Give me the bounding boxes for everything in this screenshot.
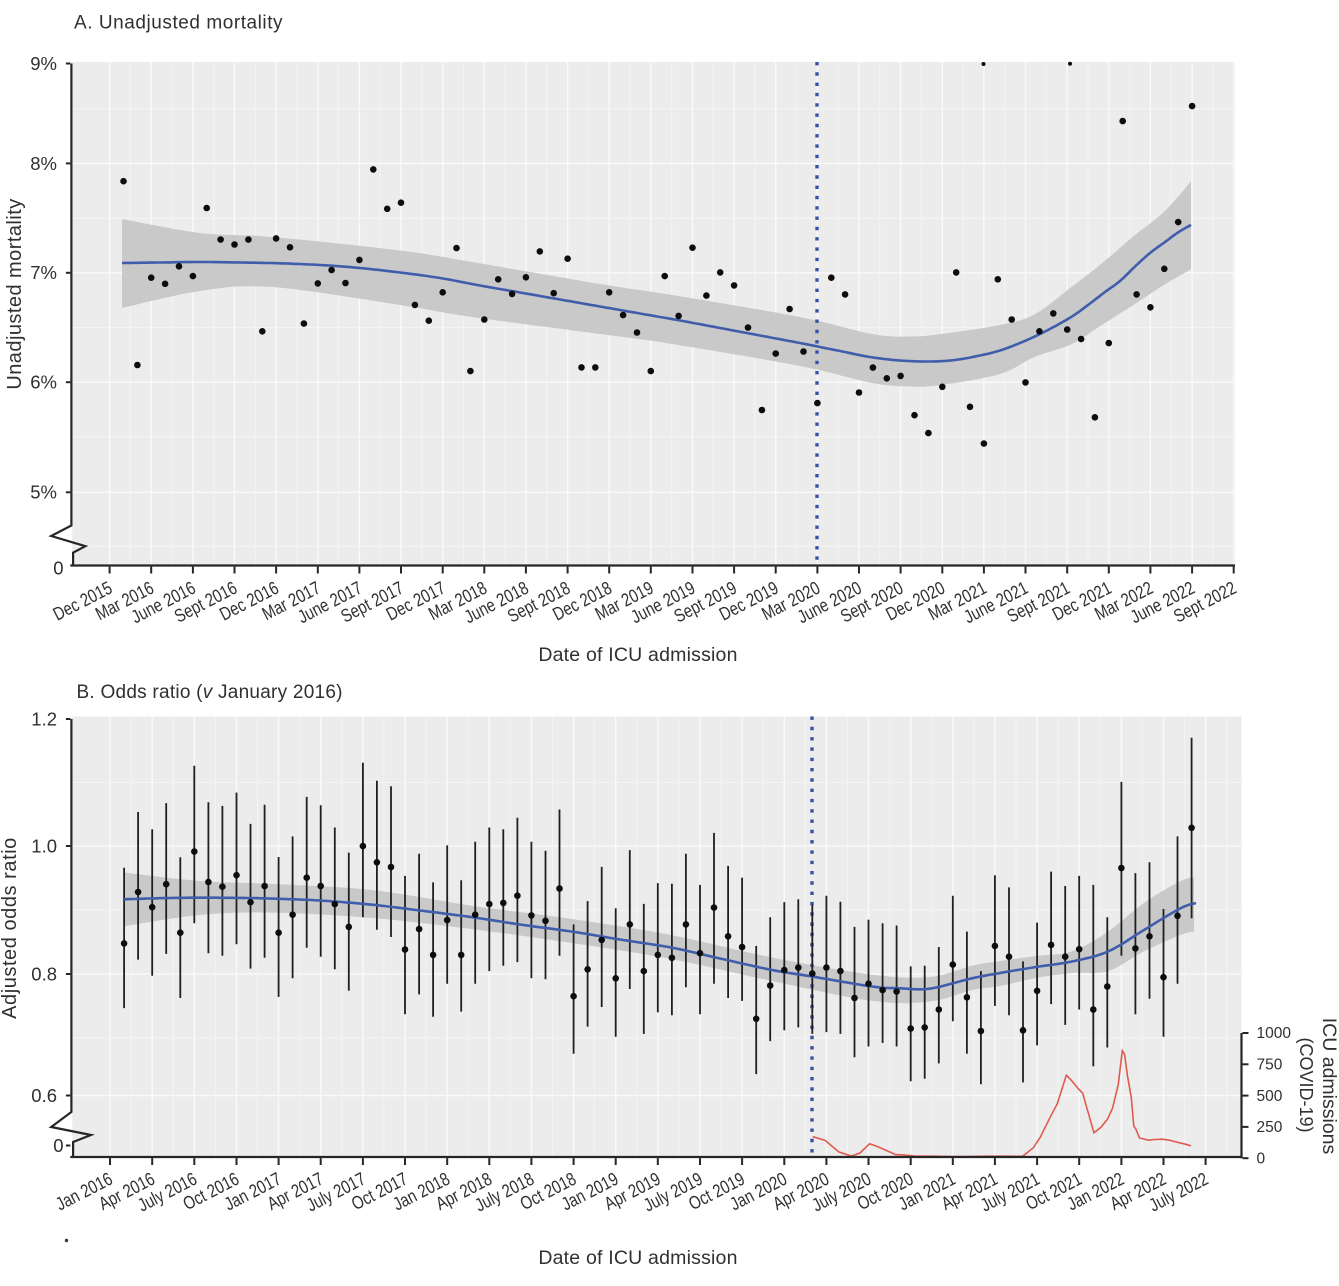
svg-text:0: 0 [53,557,63,578]
svg-text:Date of ICU admission: Date of ICU admission [538,1247,737,1269]
svg-text:0.8: 0.8 [31,963,57,984]
svg-text:9%: 9% [30,53,57,74]
svg-text:0.6: 0.6 [31,1085,57,1106]
svg-text:1.2: 1.2 [31,708,57,729]
svg-text:(COVID-19): (COVID-19) [1296,1037,1316,1132]
svg-text:B. Odds ratio (v January 2016): B. Odds ratio (v January 2016) [77,682,343,703]
svg-text:250: 250 [1257,1119,1283,1136]
svg-text:1000: 1000 [1257,1025,1292,1042]
svg-text:A. Unadjusted mortality: A. Unadjusted mortality [74,13,283,34]
svg-text:8%: 8% [30,153,57,174]
svg-text:0: 0 [53,1135,63,1156]
svg-text:Unadjusted mortality: Unadjusted mortality [4,198,26,389]
svg-text:6%: 6% [30,372,57,393]
svg-text:500: 500 [1257,1088,1283,1105]
svg-text:750: 750 [1257,1057,1283,1074]
svg-text:ICU admissions: ICU admissions [1318,1018,1339,1155]
svg-text:Date of ICU admission: Date of ICU admission [538,644,737,666]
svg-text:7%: 7% [30,262,57,283]
svg-text:1.0: 1.0 [31,835,57,856]
svg-text:0: 0 [1257,1150,1266,1167]
svg-text:5%: 5% [30,482,57,503]
svg-text:Adjusted odds ratio: Adjusted odds ratio [0,837,21,1019]
